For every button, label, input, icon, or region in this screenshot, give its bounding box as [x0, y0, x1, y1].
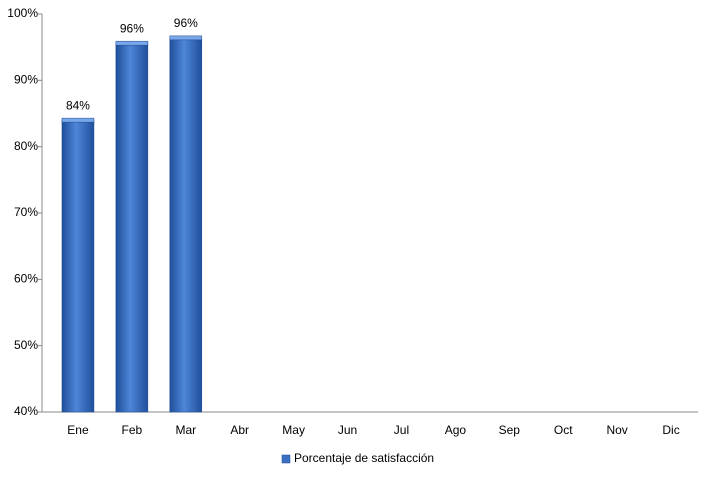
- bar: [115, 42, 149, 413]
- legend-swatch: [281, 454, 291, 464]
- y-tick-label: 40%: [14, 404, 38, 418]
- data-label: 96%: [120, 21, 144, 35]
- y-tick-label: 60%: [14, 272, 38, 286]
- x-tick-label: Oct: [554, 423, 573, 437]
- data-label: 96%: [174, 16, 198, 30]
- bar-top: [169, 35, 203, 41]
- x-tick-label: Jul: [394, 423, 409, 437]
- bar: [169, 37, 203, 413]
- x-tick-label: Ago: [445, 423, 467, 437]
- x-tick-label: Ene: [67, 423, 89, 437]
- y-tick-label: 70%: [14, 205, 38, 219]
- x-tick-label: May: [282, 423, 305, 437]
- y-tick-label: 80%: [14, 139, 38, 153]
- x-tick-label: Dic: [662, 423, 679, 437]
- x-tick-label: Mar: [175, 423, 196, 437]
- x-tick-label: Sep: [499, 423, 521, 437]
- x-tick-label: Abr: [230, 423, 249, 437]
- y-tick-label: 50%: [14, 338, 38, 352]
- bar-top: [115, 40, 149, 46]
- y-tick-label: 100%: [7, 6, 38, 20]
- x-tick-label: Nov: [606, 423, 627, 437]
- x-tick-label: Jun: [338, 423, 357, 437]
- data-label: 84%: [66, 98, 90, 112]
- y-tick-label: 90%: [14, 73, 38, 87]
- bar: [61, 119, 95, 413]
- x-tick-label: Feb: [122, 423, 143, 437]
- bar-top: [61, 117, 95, 123]
- legend-label: Porcentaje de satisfacción: [294, 451, 434, 465]
